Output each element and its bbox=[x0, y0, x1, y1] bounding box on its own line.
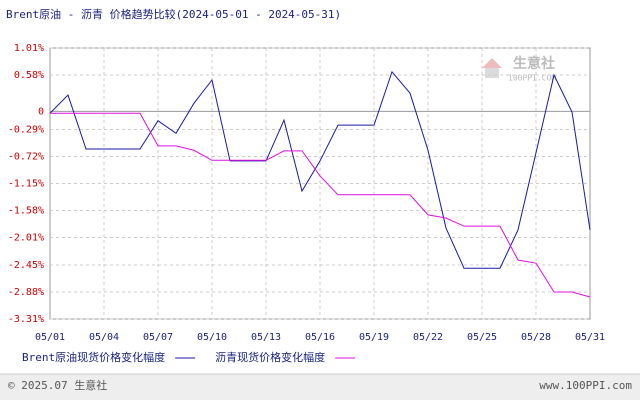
legend-label: 沥青现货价格变化幅度 bbox=[215, 350, 325, 364]
watermark-site: 100PPI.COM bbox=[508, 74, 556, 83]
y-tick-label: -1.58% bbox=[8, 205, 44, 216]
x-tick-label: 05/31 bbox=[575, 332, 605, 343]
y-tick-label: 0.58% bbox=[14, 70, 44, 81]
y-tick-label: -3.31% bbox=[8, 314, 44, 325]
chart-title: Brent原油 - 沥青 价格趋势比较(2024-05-01 - 2024-05… bbox=[6, 7, 341, 21]
footer-right: www.100PPI.com bbox=[539, 379, 632, 392]
x-tick-label: 05/10 bbox=[197, 332, 227, 343]
y-tick-label: -2.45% bbox=[8, 260, 44, 271]
x-tick-label: 05/25 bbox=[467, 332, 497, 343]
x-tick-label: 05/28 bbox=[521, 332, 551, 343]
y-tick-label: 0 bbox=[38, 106, 44, 117]
footer-bar bbox=[0, 374, 640, 400]
y-tick-label: 1.01% bbox=[14, 43, 44, 54]
series-line bbox=[49, 70, 591, 269]
watermark-icon bbox=[482, 58, 502, 78]
y-tick-label: -1.15% bbox=[8, 179, 44, 190]
x-tick-label: 05/22 bbox=[413, 332, 443, 343]
x-tick-label: 05/16 bbox=[305, 332, 335, 343]
watermark-name: 生意社 bbox=[513, 55, 555, 72]
footer-left: © 2025.07 生意社 bbox=[8, 378, 107, 392]
series-line bbox=[50, 112, 591, 298]
x-tick-label: 05/04 bbox=[89, 332, 119, 343]
x-tick-label: 05/01 bbox=[35, 332, 65, 343]
y-tick-label: -0.72% bbox=[8, 152, 44, 163]
x-tick-label: 05/19 bbox=[359, 332, 389, 343]
x-tick-label: 05/13 bbox=[251, 332, 281, 343]
y-tick-label: -0.29% bbox=[8, 125, 44, 136]
x-tick-label: 05/07 bbox=[143, 332, 173, 343]
y-tick-label: -2.01% bbox=[8, 232, 44, 243]
y-tick-label: -2.88% bbox=[8, 287, 44, 298]
legend-label: Brent原油现货价格变化幅度 bbox=[22, 350, 165, 364]
